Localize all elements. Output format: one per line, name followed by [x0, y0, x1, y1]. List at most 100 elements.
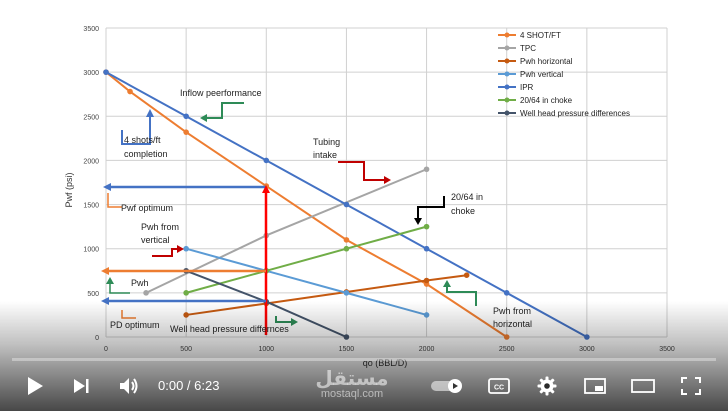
annotation-pwh-vertical-line2: vertical — [141, 235, 170, 245]
data-point — [423, 277, 430, 284]
volume-icon — [120, 378, 138, 394]
play-button[interactable] — [20, 366, 50, 406]
series-5 — [183, 223, 430, 296]
watermark: مستقل mostaql.com — [312, 366, 392, 400]
data-point — [183, 290, 189, 296]
svg-text:CC: CC — [494, 385, 504, 392]
annotation-pwh-horizontal-line2: horizontal — [493, 319, 532, 329]
y-tick-label: 0 — [95, 335, 99, 342]
y-tick-label: 2000 — [83, 158, 99, 165]
chart-grid — [105, 27, 668, 338]
autoplay-toggle[interactable] — [428, 366, 468, 406]
data-point — [343, 290, 350, 296]
annotation-pwh-horizontal-line1: Pwh from — [493, 306, 531, 316]
legend-swatch-marker — [504, 45, 510, 51]
annotation-4shots-line2: completion — [124, 149, 168, 159]
captions-button[interactable]: CC — [484, 366, 514, 406]
annotation-pwf-optimum: Pwf optimum — [121, 203, 173, 213]
settings-button[interactable] — [532, 366, 562, 406]
arrow-pwh-vertical-head — [177, 245, 184, 253]
legend-swatch-marker — [504, 84, 510, 90]
y-tick-label: 1000 — [83, 247, 99, 254]
x-tick-label: 500 — [180, 346, 192, 353]
progress-bar[interactable] — [12, 358, 716, 361]
series-4 — [103, 69, 590, 340]
legend-label: TPC — [520, 44, 536, 53]
miniplayer-button[interactable] — [580, 366, 610, 406]
play-icon — [28, 377, 43, 395]
next-button[interactable] — [66, 366, 96, 406]
data-point — [343, 245, 350, 252]
arrow-4shots — [121, 113, 151, 145]
legend-swatch-marker — [504, 97, 510, 103]
arrow-pwh-horizontal — [446, 285, 477, 306]
fullscreen-button[interactable] — [676, 366, 706, 406]
arrow-4shots-head — [146, 109, 154, 117]
watermark-logo: مستقل — [315, 366, 389, 390]
annotation-choke-line2: choke — [451, 206, 475, 216]
legend-item: Well head pressure differences — [498, 109, 630, 118]
fullscreen-icon — [681, 377, 701, 395]
arrow-pwh-horizontal-head — [443, 280, 451, 287]
annotation-whpd: Well head pressure differnces — [170, 324, 289, 334]
arrow-pwh-label-head — [106, 277, 114, 284]
annotation-inflow: Inflow peerformance — [180, 88, 262, 98]
volume-button[interactable] — [114, 366, 144, 406]
data-point — [183, 129, 189, 135]
arrow-optimum-vertical-head — [262, 185, 270, 193]
data-point — [343, 334, 350, 340]
legend-swatch-marker — [504, 71, 510, 77]
legend-item: Pwh horizontal — [498, 57, 573, 66]
arrow-pwh-vertical — [152, 248, 180, 257]
arrow-choke — [417, 196, 445, 220]
series-line — [185, 225, 427, 294]
legend-label: Pwh vertical — [520, 70, 563, 79]
player-controls: 0:00 / 6:23 CC — [0, 366, 728, 406]
arrow-tubing-head — [384, 176, 391, 184]
y-axis-label: Pwf (psi) — [64, 172, 74, 207]
arrow-inflow-head — [200, 114, 207, 122]
data-point — [423, 223, 430, 230]
chart-legend: 4 SHOT/FT TPC Pwh horizontal Pwh vertical IP… — [498, 31, 630, 118]
x-tick-label: 3500 — [659, 346, 675, 353]
autoplay-toggle-icon — [431, 379, 462, 393]
legend-swatch-marker — [504, 110, 510, 116]
annotation-pwh-vertical-line1: Pwh from — [141, 222, 179, 232]
legend-label: 4 SHOT/FT — [520, 31, 561, 40]
y-tick-label: 3500 — [83, 26, 99, 33]
x-tick-label: 0 — [104, 346, 108, 353]
x-tick-label: 1500 — [339, 346, 355, 353]
captions-icon: CC — [488, 378, 510, 394]
annotation-pwh: Pwh — [131, 278, 149, 288]
arrow-tubing — [338, 161, 385, 181]
data-point — [263, 157, 270, 164]
next-icon — [74, 379, 89, 393]
legend-item: IPR — [498, 83, 534, 92]
data-point — [423, 166, 430, 173]
legend-item: 20/64 in choke — [498, 96, 573, 105]
data-point — [183, 312, 189, 318]
data-point — [103, 69, 109, 75]
data-point — [463, 272, 470, 279]
watermark-url: mostaql.com — [320, 388, 384, 400]
data-point — [183, 245, 189, 252]
legend-label: 20/64 in choke — [520, 96, 573, 105]
annotation-pd-optimum: PD optimum — [110, 320, 160, 330]
y-tick-label: 3000 — [83, 70, 99, 77]
theater-mode-button[interactable] — [628, 366, 658, 406]
x-tick-label: 2000 — [419, 346, 435, 353]
data-point — [503, 334, 510, 340]
data-point — [183, 113, 189, 120]
annotation-tubing-line2: intake — [313, 150, 337, 160]
x-tick-label: 2500 — [499, 346, 515, 353]
x-tick-label: 3000 — [579, 346, 595, 353]
data-point — [127, 88, 133, 95]
annotation-4shots-line1: 4 shots/ft — [124, 135, 161, 145]
theater-mode-icon — [631, 379, 655, 393]
y-tick-label: 2500 — [83, 114, 99, 121]
data-point — [584, 334, 590, 340]
arrow-inflow — [204, 102, 244, 119]
data-point — [343, 237, 350, 243]
